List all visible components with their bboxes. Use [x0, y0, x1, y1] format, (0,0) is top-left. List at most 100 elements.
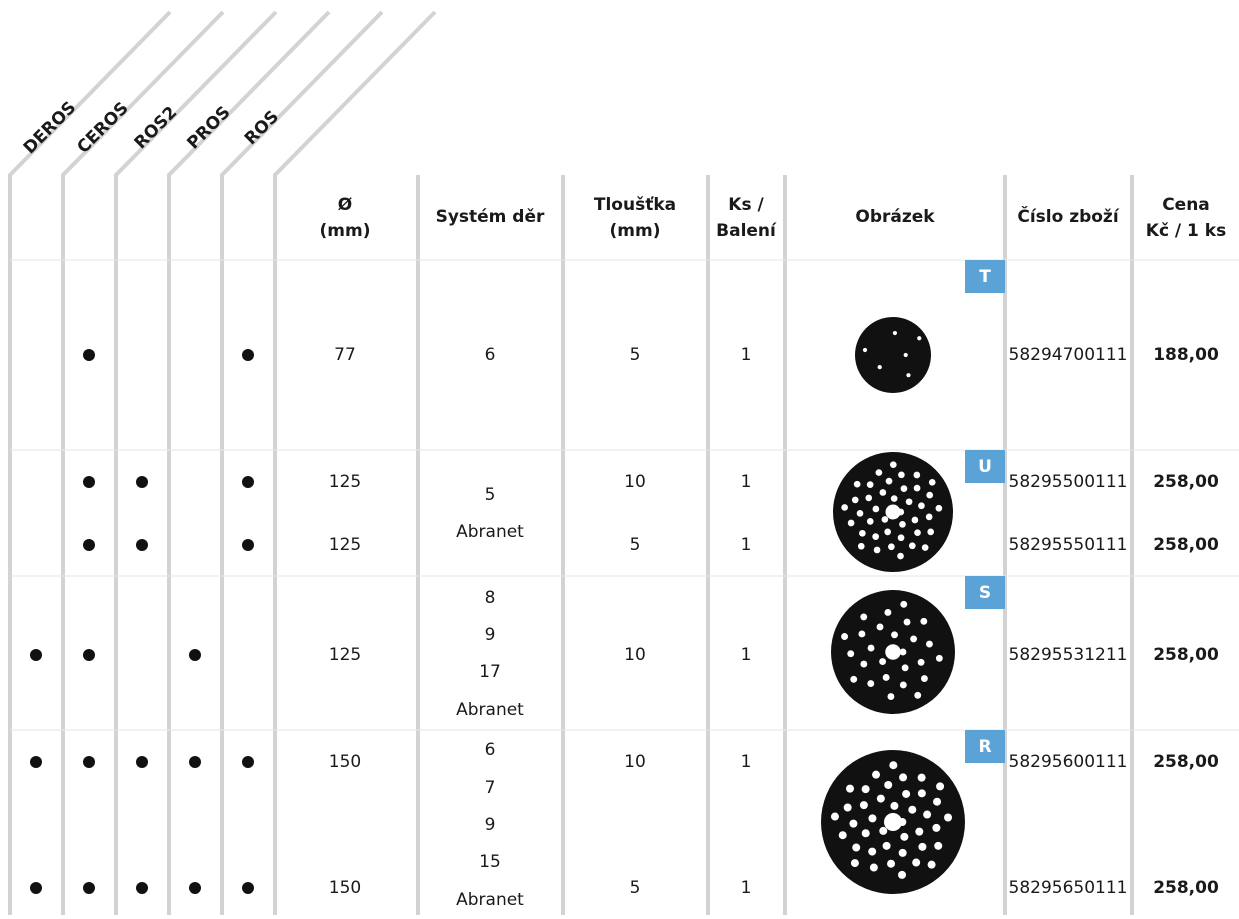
- compat-dot: [242, 349, 254, 361]
- image-hole: [877, 365, 882, 370]
- column-header: Cena: [1162, 195, 1210, 215]
- thickness: 10: [624, 752, 646, 772]
- image-hole: [921, 544, 929, 551]
- image-hole: [887, 693, 895, 700]
- compat-header: ROS2: [131, 103, 182, 154]
- compat-header: PROS: [183, 102, 234, 153]
- column-header: Ø: [338, 195, 352, 215]
- product-code: 58295500111: [1009, 472, 1128, 492]
- image-hole: [918, 842, 927, 851]
- image-hole: [862, 347, 868, 353]
- image-hole: [879, 658, 887, 665]
- image-hole: [850, 675, 858, 683]
- image-hole: [899, 773, 908, 782]
- image-hole: [920, 675, 928, 682]
- image-hole: [868, 814, 877, 823]
- image-hole: [872, 533, 879, 540]
- pack: 1: [741, 472, 752, 492]
- column-line: [114, 10, 278, 915]
- column-line: [61, 10, 225, 915]
- image-hole: [872, 505, 880, 513]
- compat-dot: [136, 476, 148, 488]
- diameter: 125: [329, 645, 361, 665]
- image-hole: [876, 623, 884, 631]
- price: 258,00: [1153, 752, 1219, 772]
- image-hole: [913, 471, 921, 479]
- compat-dot: [242, 882, 254, 894]
- pack: 1: [741, 752, 752, 772]
- image-hole: [897, 534, 905, 542]
- image-hole: [902, 789, 911, 798]
- image-hole: [830, 812, 839, 821]
- hole-system: 9: [485, 625, 496, 645]
- pack: 1: [741, 878, 752, 898]
- column-line: [273, 10, 437, 915]
- diameter: 150: [329, 878, 361, 898]
- badge: [965, 450, 1005, 483]
- compat-header: CEROS: [73, 98, 132, 157]
- image-hole: [911, 516, 919, 524]
- column-header: Číslo zboží: [1017, 205, 1119, 227]
- image-hole: [853, 480, 861, 488]
- image-hole: [885, 477, 893, 485]
- column-line: [8, 10, 172, 915]
- badge-label: U: [978, 457, 992, 477]
- image-hole: [851, 496, 859, 504]
- diameter: 125: [329, 472, 361, 492]
- image-hole: [846, 784, 855, 793]
- image-hole: [876, 794, 885, 803]
- hole-system: 17: [479, 662, 501, 682]
- column-header: Obrázek: [855, 207, 935, 227]
- price: 258,00: [1153, 535, 1219, 555]
- column-header: Ks /: [728, 195, 764, 215]
- badge: [965, 576, 1005, 609]
- image-hole: [866, 518, 874, 525]
- product-code: 58294700111: [1009, 345, 1128, 365]
- image-hole: [860, 660, 868, 668]
- image-hole: [908, 542, 916, 550]
- image-hole: [910, 635, 918, 643]
- product-image: [855, 317, 931, 393]
- image-hole: [858, 630, 866, 638]
- compat-dot: [136, 756, 148, 768]
- hole-system: 8: [485, 588, 496, 608]
- column-header: Balení: [716, 221, 777, 241]
- image-hole: [923, 810, 932, 819]
- price: 258,00: [1153, 878, 1219, 898]
- hole-system: 15: [479, 852, 501, 872]
- image-hole: [847, 650, 855, 658]
- image-hole: [889, 461, 897, 469]
- image-hole: [852, 843, 861, 852]
- image-hole: [859, 801, 868, 810]
- image-hole: [903, 618, 911, 626]
- image-hole: [900, 600, 908, 608]
- thickness: 5: [630, 535, 641, 555]
- image-hole: [917, 658, 925, 666]
- hole-system: Abranet: [456, 522, 524, 542]
- compat-dot: [83, 476, 95, 488]
- image-hole: [899, 521, 906, 528]
- image-hole: [898, 471, 905, 479]
- image-hole: [875, 469, 883, 476]
- image-hole: [944, 813, 953, 822]
- image-hole: [890, 495, 898, 502]
- compat-dot: [83, 882, 95, 894]
- image-hole: [867, 680, 875, 688]
- compat-dot: [83, 349, 95, 361]
- hole-system: 6: [485, 345, 496, 365]
- image-hole: [873, 546, 881, 554]
- image-hole: [914, 691, 922, 699]
- image-hole: [843, 803, 852, 812]
- image-hole: [884, 813, 902, 831]
- image-hole: [900, 832, 909, 841]
- product-code: 58295550111: [1009, 535, 1128, 555]
- image-hole: [912, 858, 921, 867]
- image-hole: [898, 870, 907, 879]
- image-hole: [899, 648, 907, 656]
- image-hole: [892, 330, 898, 336]
- image-hole: [869, 863, 878, 872]
- diameter: 77: [334, 345, 356, 365]
- image-hole: [881, 516, 889, 523]
- compat-dot: [30, 649, 42, 661]
